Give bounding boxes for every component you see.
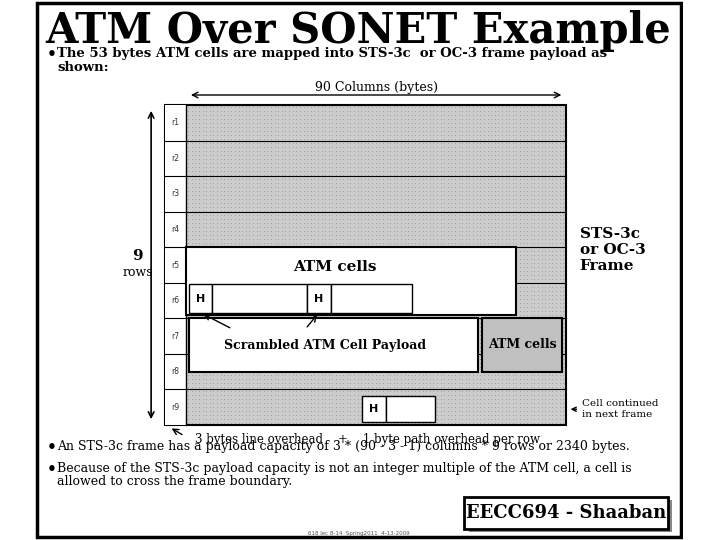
Bar [165, 105, 566, 425]
Bar [464, 497, 668, 529]
Bar [186, 247, 516, 315]
Bar [212, 285, 307, 313]
Text: H: H [314, 294, 323, 303]
Text: •: • [47, 47, 56, 62]
Text: Cell continued
in next frame: Cell continued in next frame [572, 400, 659, 419]
Text: 90 Columns (bytes): 90 Columns (bytes) [315, 81, 438, 94]
Text: allowed to cross the frame boundary.: allowed to cross the frame boundary. [58, 475, 292, 488]
Bar [307, 285, 330, 313]
Text: Scrambled ATM Cell Payload: Scrambled ATM Cell Payload [224, 339, 426, 352]
Text: rows: rows [122, 267, 153, 280]
Text: •: • [47, 440, 56, 455]
Text: r9: r9 [171, 403, 179, 411]
Text: Because of the STS-3c payload capacity is not an integer multiple of the ATM cel: Because of the STS-3c payload capacity i… [58, 462, 632, 475]
Text: r1: r1 [171, 118, 179, 127]
Bar [386, 396, 435, 422]
Text: r8: r8 [171, 367, 179, 376]
Bar [189, 285, 212, 313]
Text: STS-3c
or OC-3
Frame: STS-3c or OC-3 Frame [580, 227, 645, 273]
Text: 618 lec 8-14  Spring2011  4-13-2009: 618 lec 8-14 Spring2011 4-13-2009 [307, 531, 410, 536]
Text: 3 bytes line overhead    +    1 byte path overhead per row: 3 bytes line overhead + 1 byte path over… [195, 433, 540, 446]
Text: H: H [369, 404, 379, 414]
Text: EECC694 - Shaaban: EECC694 - Shaaban [466, 504, 666, 522]
Text: H: H [196, 294, 205, 303]
Text: 9: 9 [132, 249, 143, 263]
Text: An STS-3c frame has a payload capacity of 3 * (90 - 3 - 1) columns * 9 rows or 2: An STS-3c frame has a payload capacity o… [58, 440, 630, 453]
Bar [362, 396, 386, 422]
Text: r3: r3 [171, 190, 179, 198]
Bar [482, 319, 562, 372]
Text: ATM cells: ATM cells [293, 260, 377, 274]
Text: r5: r5 [171, 260, 179, 269]
Text: The 53 bytes ATM cells are mapped into STS-3c  or OC-3 frame payload as: The 53 bytes ATM cells are mapped into S… [58, 47, 608, 60]
Text: •: • [47, 462, 56, 477]
Bar [469, 500, 672, 532]
Bar [330, 285, 412, 313]
Text: r2: r2 [171, 154, 179, 163]
Bar [165, 105, 186, 425]
Text: ATM Over SONET Example: ATM Over SONET Example [45, 10, 672, 52]
Bar [189, 319, 479, 372]
Text: r6: r6 [171, 296, 179, 305]
Text: r7: r7 [171, 332, 179, 341]
Text: r4: r4 [171, 225, 179, 234]
Text: shown:: shown: [58, 61, 109, 74]
Text: ATM cells: ATM cells [488, 339, 557, 352]
